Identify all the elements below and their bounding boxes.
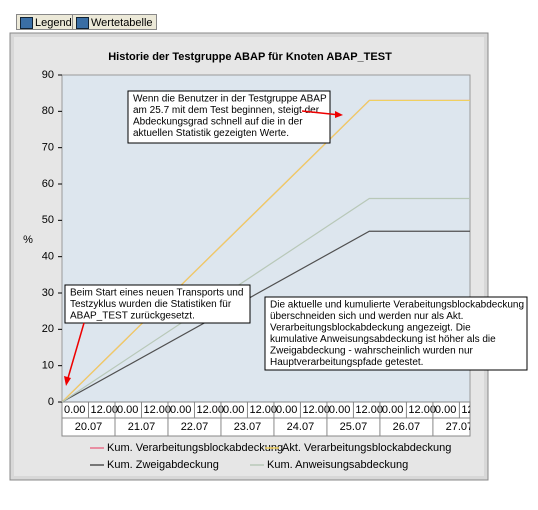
y-tick-label: 70: [42, 142, 54, 154]
x-tick-label: 0.00: [117, 404, 138, 416]
x-tick-label: 12.00: [408, 404, 436, 416]
annotation-box: [127, 90, 331, 144]
annotation-box: [264, 296, 528, 371]
x-tick-label: 0.00: [329, 404, 350, 416]
series-line: [61, 99, 470, 403]
x-tick-label: 12.00: [355, 404, 383, 416]
x-tick-label: 0.00: [223, 404, 244, 416]
y-tick-label: 60: [42, 178, 54, 190]
legend-button[interactable]: Legende: [16, 14, 82, 30]
y-tick-label: 20: [42, 323, 54, 335]
y-tick-label: 90: [42, 69, 54, 81]
table-button[interactable]: Wertetabelle: [72, 14, 157, 30]
x-tick-label: 12.00: [196, 404, 224, 416]
arrow: [67, 322, 85, 379]
y-tick-label: 40: [42, 251, 54, 263]
annotation-text: Beim Start eines neuen Transports und: [70, 288, 243, 299]
annotation-text: aktuellen Statistik gezeigten Werte.: [133, 128, 289, 139]
x-tick-label: 0.00: [276, 404, 297, 416]
y-axis-label: %: [23, 234, 33, 246]
date-label: 23.07: [234, 421, 262, 433]
x-tick-label: 12.00: [143, 404, 171, 416]
annotation-text: Wenn die Benutzer in der Testgruppe ABAP: [133, 94, 327, 105]
button-label: Wertetabelle: [91, 17, 153, 29]
annotation-text: überschneiden sich und werden nur als Ak…: [270, 311, 463, 322]
x-tick-label: 0.00: [435, 404, 456, 416]
date-label: 27.07: [446, 421, 474, 433]
legend-label: Kum. Anweisungsabdeckung: [267, 459, 408, 471]
arrowhead: [335, 111, 343, 118]
annotation-text: Zweigabdeckung - wahrscheinlich wurden n…: [270, 346, 474, 357]
series-line: [61, 99, 470, 403]
x-tick-label: 12.00: [90, 404, 118, 416]
x-tick-label: 12.00: [461, 404, 489, 416]
legend-label: Kum. Zweigabdeckung: [107, 459, 219, 471]
x-tick-label: 12.00: [302, 404, 330, 416]
y-tick-label: 0: [48, 396, 54, 408]
x-tick-label: 12.00: [249, 404, 277, 416]
date-label: 24.07: [287, 421, 315, 433]
annotation-text: Abdeckungsgrad schnell auf die in der: [133, 117, 303, 128]
series-line: [61, 230, 470, 403]
x-tick-label: 0.00: [64, 404, 85, 416]
annotation-text: Hauptverarbeitungspfade getestet.: [270, 357, 423, 368]
x-axis-box: [61, 401, 471, 437]
y-tick-label: 30: [42, 287, 54, 299]
date-label: 20.07: [75, 421, 103, 433]
x-tick-label: 0.00: [382, 404, 403, 416]
annotation-text: Die aktuelle und kumulierte Verabeitungs…: [270, 300, 524, 311]
legend-label: Akt. Verarbeitungsblockabdeckung: [282, 442, 451, 454]
chart-frame: [9, 32, 489, 481]
x-tick-label: 0.00: [170, 404, 191, 416]
legend-label: Kum. Verarbeitungsblockabdeckung: [107, 442, 283, 454]
annotation-box: [64, 284, 251, 324]
arrow: [301, 110, 341, 116]
annotation-text: am 25.7 mit dem Test beginnen, steigt de…: [133, 105, 320, 116]
series-line: [61, 197, 470, 403]
chart-panel: [14, 37, 484, 476]
chart-title: Historie der Testgruppe ABAP für Knoten …: [108, 51, 392, 63]
annotation-text: kumulative Anweisungsabdeckung ist höher…: [270, 334, 496, 345]
plot-area: [61, 74, 471, 403]
date-label: 26.07: [393, 421, 421, 433]
date-label: 21.07: [128, 421, 156, 433]
annotation-text: ABAP_TEST zurückgesetzt.: [70, 311, 195, 322]
annotation-text: Verarbeitungsblockabdeckung angezeigt. D…: [270, 323, 471, 334]
date-label: 22.07: [181, 421, 209, 433]
y-tick-label: 50: [42, 214, 54, 226]
date-label: 25.07: [340, 421, 368, 433]
y-tick-label: 80: [42, 105, 54, 117]
y-tick-label: 10: [42, 360, 54, 372]
arrowhead: [64, 376, 71, 386]
button-label: Legende: [35, 17, 78, 29]
annotation-text: Testzyklus wurden die Statistiken für: [70, 299, 232, 310]
